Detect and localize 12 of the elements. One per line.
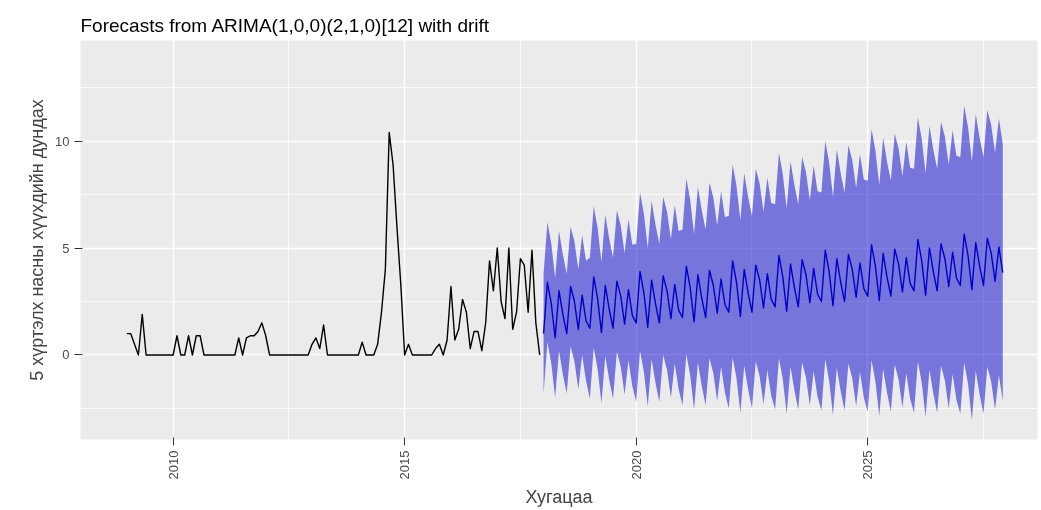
y-axis-title: 5 хүртэлх насны хүүхдийн дундах xyxy=(27,99,48,381)
line-series xyxy=(126,131,541,356)
x-tick-label: 2020 xyxy=(628,450,644,480)
y-tick-label: 10 xyxy=(55,133,70,149)
y-tick-label: 0 xyxy=(62,347,70,363)
line-series xyxy=(542,233,1004,339)
x-axis-title: Хугацаа xyxy=(525,487,594,508)
x-tick-label: 2025 xyxy=(860,450,876,480)
y-tick-label: 5 xyxy=(62,240,70,256)
x-tick-label: 2015 xyxy=(397,450,413,480)
x-tick-label: 2010 xyxy=(165,450,181,480)
chart-title: Forecasts from ARIMA(1,0,0)(2,1,0)[12] with drift xyxy=(80,14,490,36)
